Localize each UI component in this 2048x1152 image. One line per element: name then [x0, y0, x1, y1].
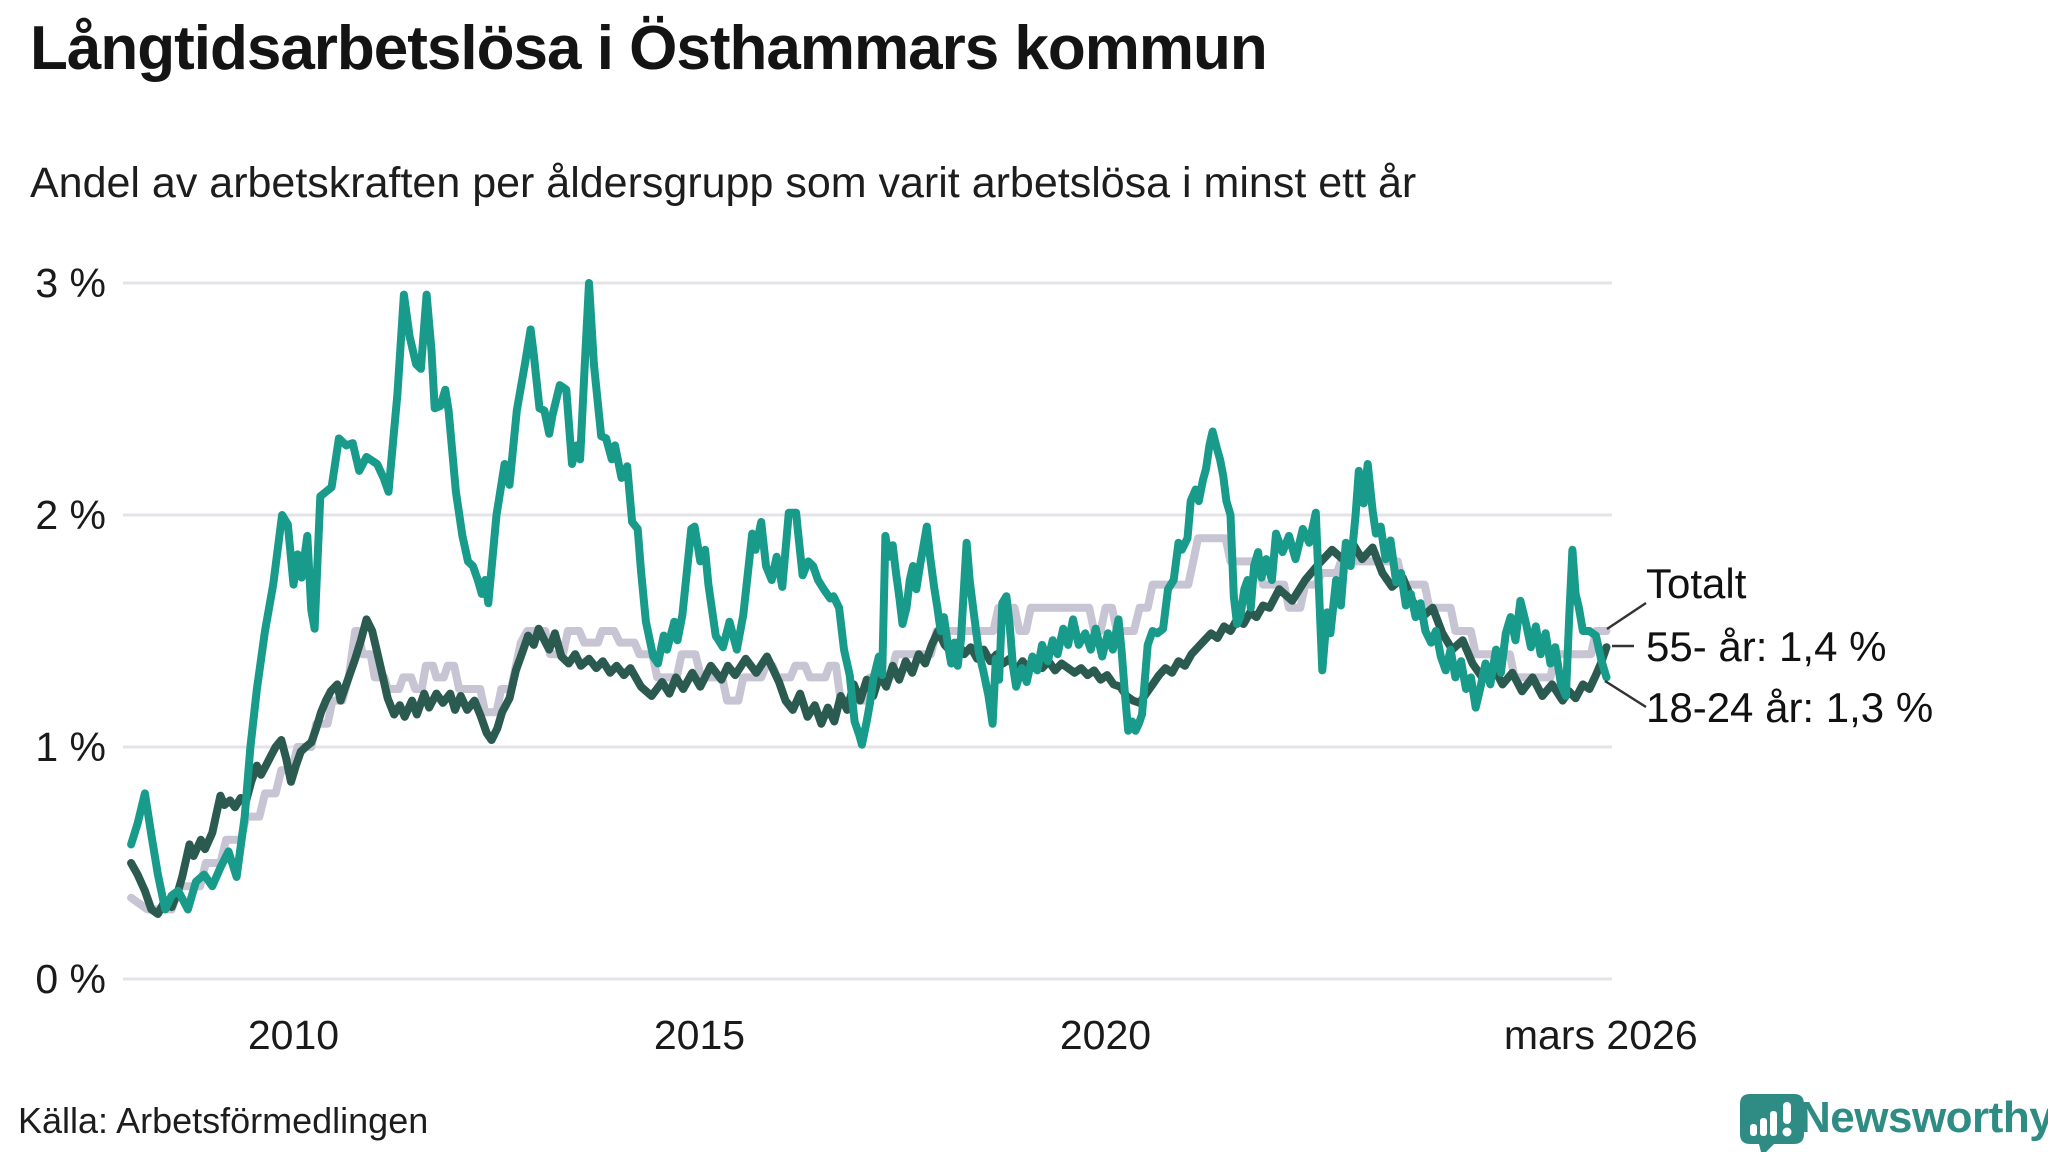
- y-tick-3%: 3 %: [35, 260, 106, 306]
- annotation-18-24: 18-24 år: 1,3 %: [1646, 684, 1934, 731]
- series-line-18-24-r: [127, 279, 1611, 914]
- series-line-totalt: [127, 534, 1611, 914]
- x-tick-2015: 2015: [653, 1012, 746, 1058]
- chart-subtitle: Andel av arbetskraften per åldersgrupp s…: [30, 159, 1417, 207]
- newsworthy-wordmark: Newsworthy: [1799, 1093, 2048, 1142]
- annotation-totalt: Totalt: [1646, 560, 1747, 607]
- y-tick-0%: 0 %: [35, 956, 106, 1002]
- annotation-55: 55- år: 1,4 %: [1646, 623, 1887, 670]
- y-tick-1%: 1 %: [35, 724, 106, 770]
- source-note: Källa: Arbetsförmedlingen: [18, 1100, 429, 1141]
- x-tick-2010: 2010: [247, 1012, 340, 1058]
- page-title: Långtidsarbetslösa i Östhammars kommun: [30, 14, 1268, 83]
- y-tick-2%: 2 %: [35, 492, 106, 538]
- x-tick-2020: 2020: [1059, 1012, 1152, 1058]
- x-tick-mars-2026: mars 2026: [1503, 1012, 1698, 1058]
- newsworthy-logo-icon: [1740, 1094, 1804, 1152]
- series-line-55-r: [127, 538, 1611, 918]
- leader-line-totalt: [1606, 601, 1647, 631]
- leader-line-18-24: [1604, 679, 1647, 709]
